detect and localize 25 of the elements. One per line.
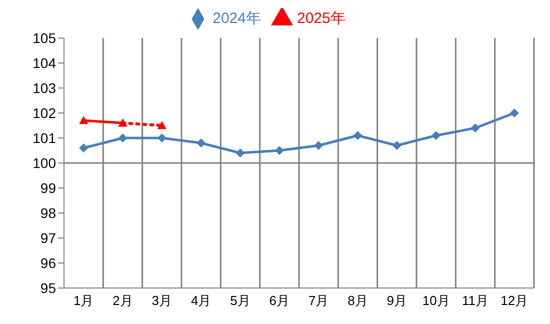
x-tick-label: 2月 bbox=[112, 293, 133, 308]
y-tick-label: 100 bbox=[32, 154, 56, 171]
x-tick-label: 12月 bbox=[500, 293, 528, 308]
y-tick-label: 95 bbox=[40, 280, 56, 296]
x-tick-label: 1月 bbox=[73, 293, 94, 308]
y-tick-label: 102 bbox=[32, 104, 56, 121]
x-tick-label: 7月 bbox=[308, 293, 329, 308]
y-tick-label: 103 bbox=[32, 80, 56, 96]
x-tick-label: 10月 bbox=[422, 293, 450, 308]
x-tick-label: 11月 bbox=[462, 293, 488, 308]
y-tick-label: 98 bbox=[40, 204, 56, 221]
x-tick-label: 6月 bbox=[269, 293, 290, 308]
legend-label: 2024年 bbox=[212, 10, 261, 27]
y-tick-label: 105 bbox=[32, 30, 56, 46]
x-tick-label: 8月 bbox=[348, 293, 368, 308]
y-tick-label: 99 bbox=[40, 180, 56, 196]
y-tick-label: 101 bbox=[32, 130, 56, 146]
legend-label: 2025年 bbox=[297, 10, 346, 27]
y-tick-label: 96 bbox=[40, 254, 56, 271]
x-tick-label: 9月 bbox=[386, 293, 408, 308]
x-tick-label: 3月 bbox=[152, 293, 172, 308]
y-tick-label: 104 bbox=[32, 54, 56, 71]
x-tick-label: 4月 bbox=[190, 293, 212, 308]
y-tick-label: 97 bbox=[40, 230, 56, 246]
x-tick-label: 5月 bbox=[230, 293, 250, 308]
